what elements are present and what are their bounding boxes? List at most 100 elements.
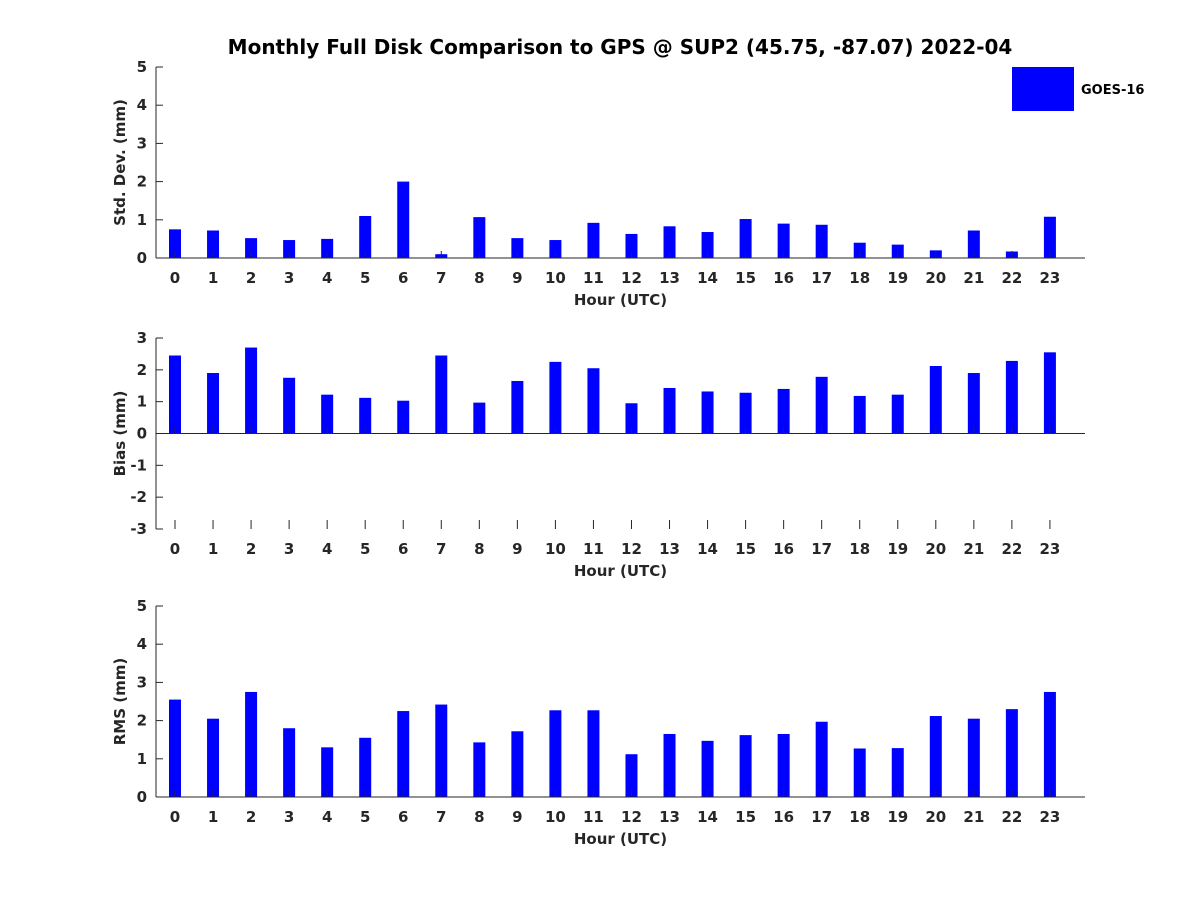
- y-tick-label: -3: [130, 520, 147, 538]
- bar-hour-15: [739, 392, 752, 434]
- x-tick-label: 13: [659, 540, 680, 558]
- bar-hour-8: [473, 742, 486, 797]
- chart-title: Monthly Full Disk Comparison to GPS @ SU…: [228, 35, 1013, 59]
- bar-hour-2: [245, 347, 258, 434]
- bar-hour-11: [587, 710, 600, 797]
- bar-hour-15: [739, 735, 752, 797]
- bar-hour-7: [435, 355, 448, 434]
- x-tick-label: 22: [1001, 808, 1022, 826]
- x-tick-label: 10: [545, 269, 566, 287]
- y-tick-label: 3: [137, 134, 147, 152]
- bar-hour-22: [1005, 360, 1018, 434]
- bar-hour-13: [663, 226, 676, 258]
- x-tick-label: 2: [246, 808, 256, 826]
- x-tick-label: 23: [1039, 269, 1060, 287]
- x-tick-label: 7: [436, 269, 446, 287]
- bar-hour-14: [701, 232, 714, 258]
- bar-hour-18: [853, 395, 866, 434]
- bar-hour-18: [853, 748, 866, 797]
- bar-hour-3: [283, 240, 296, 258]
- x-tick-label: 22: [1001, 540, 1022, 558]
- y-tick-label: 3: [137, 329, 147, 347]
- bar-hour-10: [549, 710, 562, 797]
- y-tick-label: 1: [137, 750, 147, 768]
- x-tick-label: 4: [322, 540, 332, 558]
- x-tick-label: 21: [963, 540, 984, 558]
- bar-hour-13: [663, 733, 676, 797]
- x-tick-label: 2: [246, 269, 256, 287]
- x-tick-label: 17: [811, 269, 832, 287]
- bar-hour-5: [359, 215, 372, 258]
- bar-hour-17: [815, 376, 828, 434]
- x-tick-label: 6: [398, 808, 408, 826]
- x-tick-label: 8: [474, 269, 484, 287]
- x-tick-label: 14: [697, 540, 718, 558]
- x-tick-label: 13: [659, 269, 680, 287]
- x-tick-label: 12: [621, 808, 642, 826]
- x-tick-label: 5: [360, 540, 370, 558]
- bar-hour-11: [587, 368, 600, 434]
- bar-hour-5: [359, 397, 372, 434]
- x-tick-label: 16: [773, 808, 794, 826]
- x-tick-label: 23: [1039, 540, 1060, 558]
- bar-hour-13: [663, 387, 676, 434]
- x-tick-label: 6: [398, 269, 408, 287]
- x-tick-label: 20: [925, 269, 946, 287]
- x-tick-label: 20: [925, 540, 946, 558]
- bar-hour-4: [321, 394, 334, 434]
- bar-hour-14: [701, 391, 714, 434]
- x-tick-label: 11: [583, 808, 604, 826]
- x-tick-label: 3: [284, 808, 294, 826]
- x-tick-label: 5: [360, 808, 370, 826]
- bar-hour-1: [207, 373, 220, 434]
- bar-hour-16: [777, 733, 790, 797]
- x-tick-label: 8: [474, 808, 484, 826]
- x-tick-label: 4: [322, 808, 332, 826]
- x-axis-label: Hour (UTC): [574, 562, 667, 580]
- x-tick-label: 19: [887, 540, 908, 558]
- x-tick-label: 16: [773, 540, 794, 558]
- x-tick-label: 21: [963, 269, 984, 287]
- bar-hour-8: [473, 402, 486, 434]
- bar-hour-9: [511, 731, 524, 797]
- x-tick-label: 15: [735, 808, 756, 826]
- x-tick-label: 0: [170, 540, 180, 558]
- bar-hour-3: [283, 377, 296, 434]
- x-tick-label: 14: [697, 808, 718, 826]
- y-axis-label: Bias (mm): [111, 391, 129, 477]
- x-tick-label: 15: [735, 540, 756, 558]
- legend-swatch: [1012, 67, 1074, 111]
- y-tick-label: 0: [137, 249, 147, 267]
- bar-hour-23: [1043, 216, 1056, 258]
- x-tick-label: 19: [887, 808, 908, 826]
- x-tick-label: 18: [849, 540, 870, 558]
- bar-hour-9: [511, 380, 524, 434]
- x-axis-label: Hour (UTC): [574, 291, 667, 309]
- x-tick-label: 18: [849, 808, 870, 826]
- y-axis-label: Std. Dev. (mm): [111, 99, 129, 226]
- bar-hour-23: [1043, 691, 1056, 797]
- x-tick-label: 10: [545, 540, 566, 558]
- bar-hour-22: [1005, 709, 1018, 797]
- x-tick-label: 23: [1039, 808, 1060, 826]
- x-tick-label: 4: [322, 269, 332, 287]
- bar-hour-9: [511, 238, 524, 258]
- bar-hour-19: [891, 394, 904, 434]
- x-tick-label: 3: [284, 540, 294, 558]
- legend-label: GOES-16: [1081, 83, 1144, 98]
- x-tick-label: 9: [512, 808, 522, 826]
- x-tick-label: 6: [398, 540, 408, 558]
- y-axis-label: RMS (mm): [111, 658, 129, 745]
- bar-hour-18: [853, 242, 866, 258]
- bar-hour-4: [321, 238, 334, 258]
- x-tick-label: 1: [208, 808, 218, 826]
- y-tick-label: 1: [137, 393, 147, 411]
- x-tick-label: 9: [512, 540, 522, 558]
- bar-hour-20: [929, 366, 942, 434]
- y-tick-label: 2: [137, 173, 147, 191]
- x-tick-label: 18: [849, 269, 870, 287]
- x-tick-label: 10: [545, 808, 566, 826]
- bar-hour-3: [283, 728, 296, 797]
- x-tick-label: 5: [360, 269, 370, 287]
